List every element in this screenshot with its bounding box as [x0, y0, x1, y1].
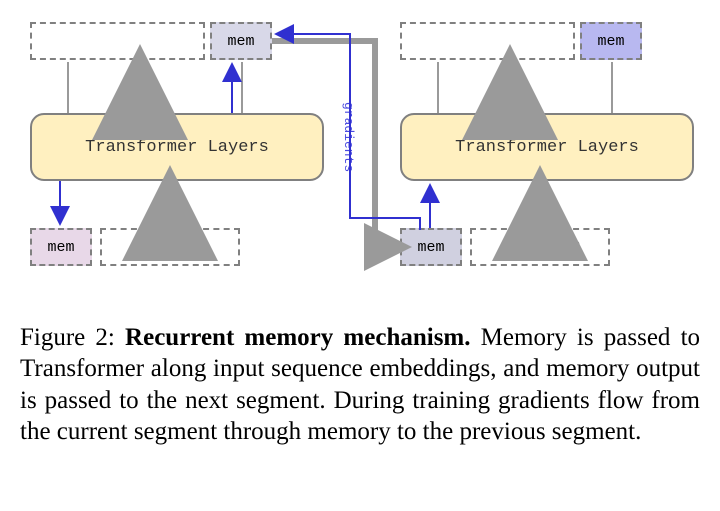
diagram-canvas: mem Transformer Layers mem segment 1 mem… — [20, 18, 700, 298]
left-input-mem-box: mem — [30, 228, 92, 266]
left-transformer-block: Transformer Layers — [30, 113, 324, 181]
right-input-mem-box: mem — [400, 228, 462, 266]
figure-caption: Figure 2: Recurrent memory mechanism. Me… — [20, 322, 700, 447]
right-output-mem-box: mem — [580, 22, 642, 60]
caption-figure-number: Figure 2: — [20, 324, 115, 351]
gradients-label: gradients — [341, 102, 356, 172]
right-segment-box: segment 2 — [470, 228, 610, 266]
right-output-empty-box — [400, 22, 575, 60]
right-transformer-block: Transformer Layers — [400, 113, 694, 181]
left-output-empty-box — [30, 22, 205, 60]
left-segment-box: segment 1 — [100, 228, 240, 266]
caption-title: Recurrent memory mechanism. — [125, 324, 470, 351]
left-output-mem-box: mem — [210, 22, 272, 60]
